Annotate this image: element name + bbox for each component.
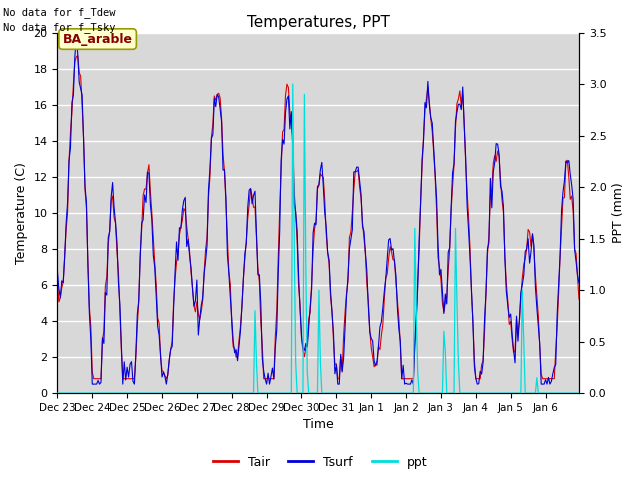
- Title: Temperatures, PPT: Temperatures, PPT: [247, 15, 390, 30]
- Y-axis label: Temperature (C): Temperature (C): [15, 162, 28, 264]
- Text: No data for f_Tdew: No data for f_Tdew: [3, 7, 116, 18]
- Text: BA_arable: BA_arable: [63, 33, 132, 46]
- X-axis label: Time: Time: [303, 419, 333, 432]
- Y-axis label: PPT (mm): PPT (mm): [612, 182, 625, 243]
- Text: No data for f_Tsky: No data for f_Tsky: [3, 22, 116, 33]
- Legend: Tair, Tsurf, ppt: Tair, Tsurf, ppt: [207, 451, 433, 474]
